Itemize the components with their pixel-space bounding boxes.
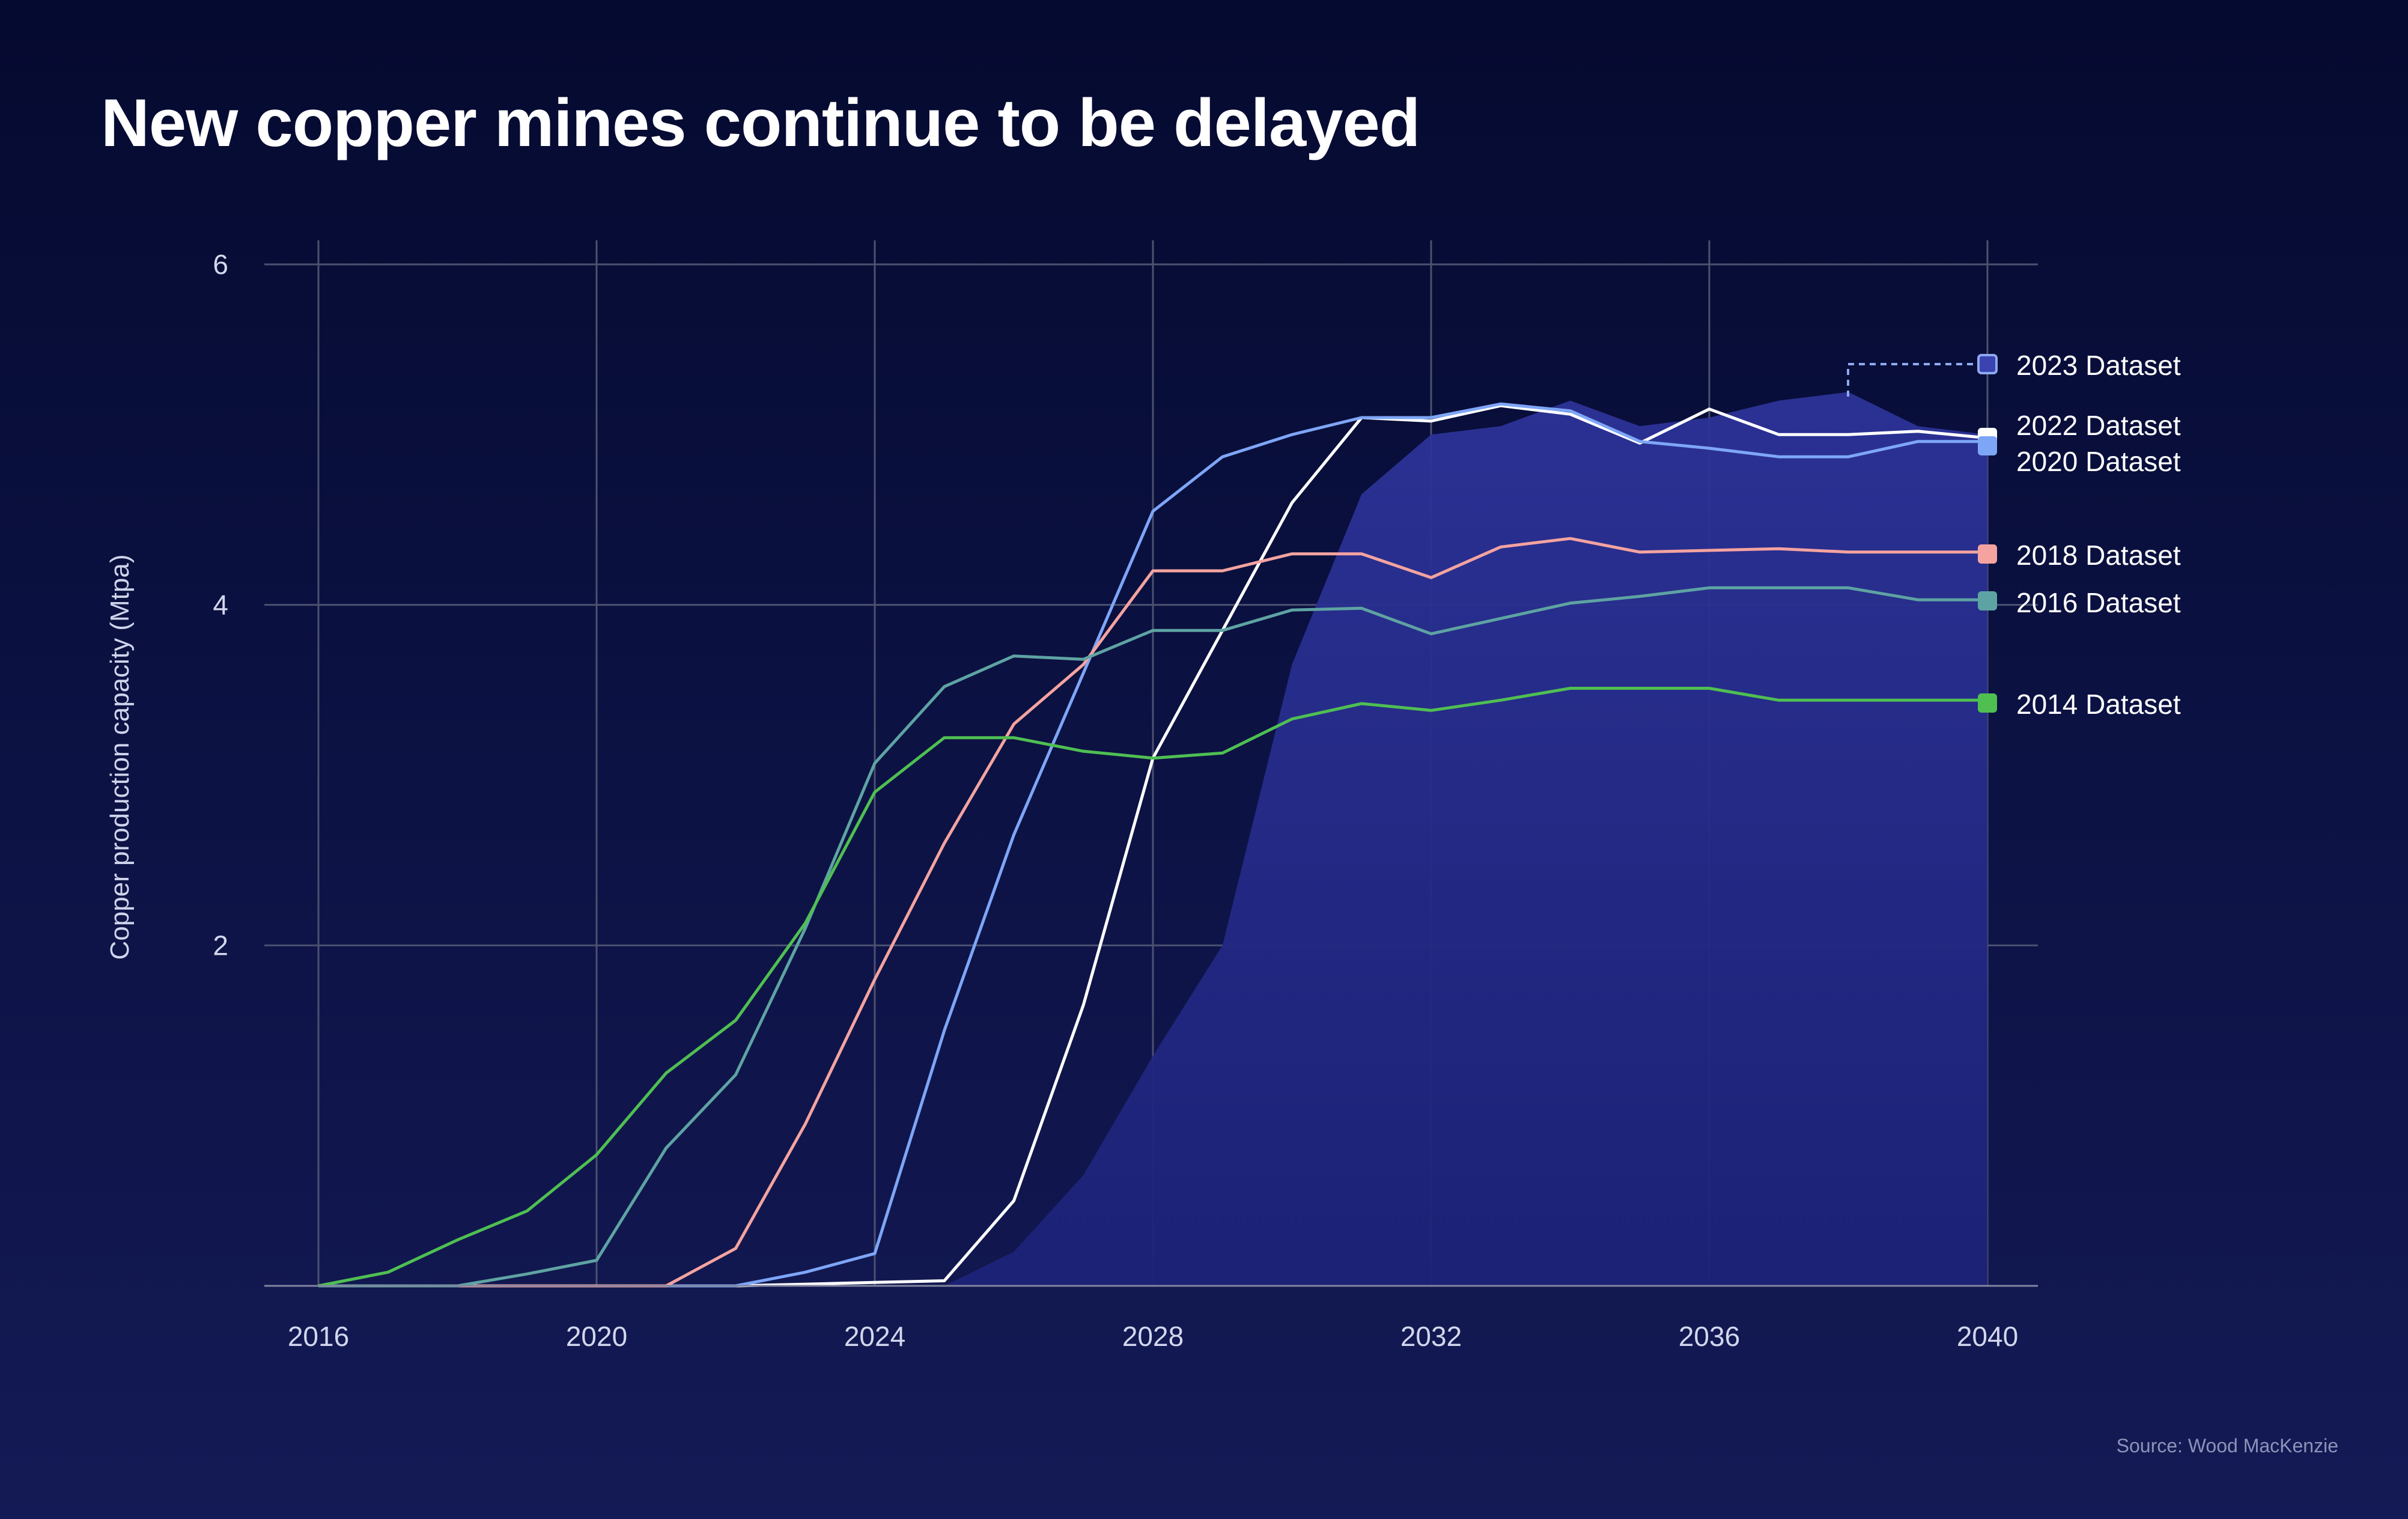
x-tick-label: 2036 [1679,1321,1740,1352]
y-tick-label: 6 [213,249,228,280]
x-tick-label: 2032 [1400,1321,1462,1352]
x-tick-label: 2028 [1122,1321,1184,1352]
legend-marker-2014 [1978,693,1997,713]
area-layer [318,392,1987,1286]
legend-label-2018: 2018 Dataset [2016,540,2181,571]
axis-layer: 2 4 6 2016 2020 2024 2028 2032 2036 2040 [213,249,2038,1352]
legend: 2023 Dataset 2022 Dataset 2020 Dataset 2018… [1847,350,2181,720]
legend-marker-2018 [1978,544,1997,564]
legend-marker-2016 [1978,591,1997,610]
series-line-2014 [318,687,1987,1288]
y-tick-label: 2 [213,930,228,961]
x-tick-label: 2016 [288,1321,349,1352]
y-tick-label: 4 [213,589,228,621]
chart-title: New copper mines continue to be delayed [101,85,1420,160]
legend-label-2023: 2023 Dataset [2016,350,2181,381]
legend-leader-2023 [1847,363,1978,397]
legend-label-2016: 2016 Dataset [2016,587,2181,618]
legend-marker-2020 [1978,436,1997,455]
x-tick-label: 2020 [566,1321,627,1352]
series-area-2023 [318,392,1987,1286]
legend-label-2022: 2022 Dataset [2016,410,2181,441]
x-tick-label: 2024 [844,1321,905,1352]
legend-label-2020: 2020 Dataset [2016,446,2181,477]
legend-marker-2023 [1977,354,1998,374]
x-tick-label: 2040 [1957,1321,2018,1352]
series-line-2016 [318,586,1987,1288]
legend-label-2014: 2014 Dataset [2016,689,2181,720]
source-note: Source: Wood MacKenzie [2116,1435,2338,1457]
